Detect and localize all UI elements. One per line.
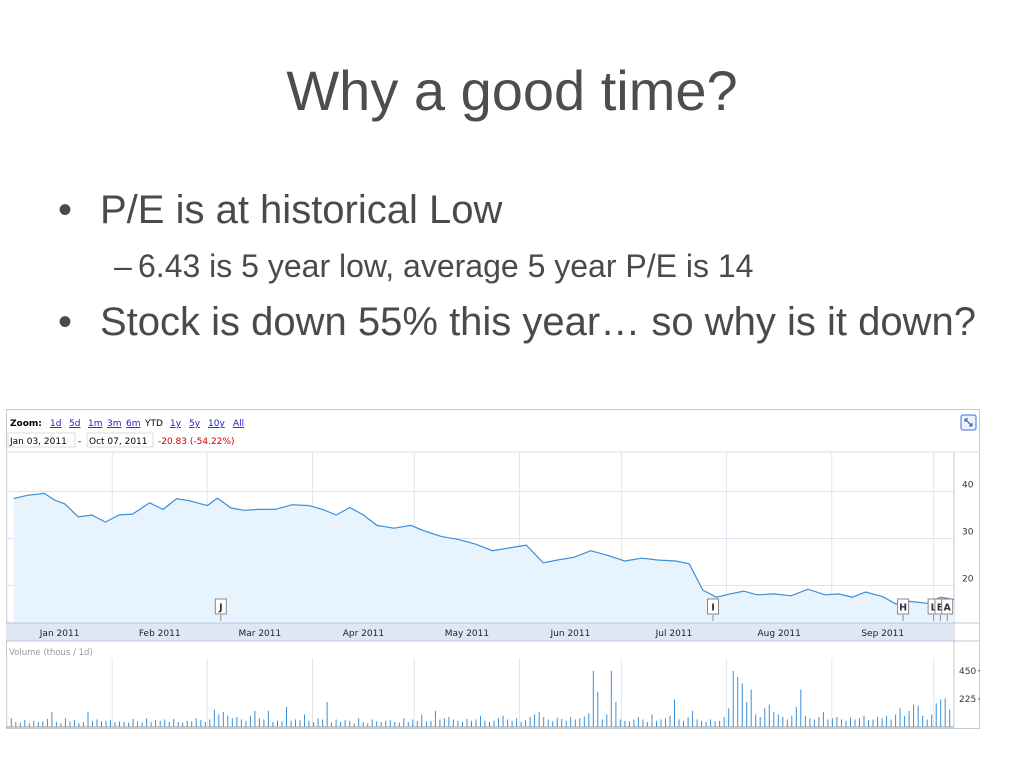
zoom-option-1y[interactable]: 1y [170,419,182,429]
bullet-glyph: • [58,300,73,344]
annotation-label[interactable]: A [944,603,952,614]
annotation-label[interactable]: B [937,603,944,614]
bullet-item: • P/E is at historical Low [58,186,998,234]
zoom-option-5y[interactable]: 5y [189,419,201,429]
volume-tick-label: 450 [959,667,976,677]
price-tick-label: 40 [962,481,974,491]
price-line [13,492,955,605]
change-value: -20.83 (-54.22%) [158,437,234,447]
volume-tick-label: 225 [959,695,976,705]
annotation-flag[interactable] [707,598,720,615]
sub-bullet-text: 6.43 is 5 year low, average 5 year P/E i… [138,248,754,284]
bullet-text: P/E is at historical Low [100,188,503,232]
price-tick-label: 30 [962,528,974,538]
month-label: Mar 2011 [238,629,281,639]
range-end-box[interactable] [86,432,154,448]
month-label: Feb 2011 [139,629,181,639]
month-label: May 2011 [445,629,489,639]
zoom-option-1d[interactable]: 1d [50,419,61,429]
annotation-flag[interactable] [214,598,227,615]
stock-chart-svg: Zoom: 1d 5d 1m 3m 6m YTD 1y 5y 10y All Jan 03, 2011… [6,409,980,729]
month-label: Jun 2011 [550,629,591,639]
bullet-glyph: • [58,188,73,232]
month-label: Jan 2011 [39,629,80,639]
range-separator: - [78,437,81,447]
annotation-flag[interactable] [897,598,910,615]
month-label: Jul 2011 [655,629,693,639]
month-label: Aug 2011 [758,629,801,639]
annotation-flag[interactable] [941,598,954,615]
zoom-option-1m[interactable]: 1m [88,419,103,429]
zoom-option-ytd[interactable]: YTD [144,419,163,429]
price-area [13,493,955,623]
annotation-label[interactable]: I [711,603,715,614]
sub-bullet-glyph: – [114,248,132,284]
zoom-option-3m[interactable]: 3m [107,419,122,429]
bullet-item: • Stock is down 55% this year… so why is… [58,298,998,346]
sub-bullet-item: – 6.43 is 5 year low, average 5 year P/E… [58,246,998,286]
stock-chart: Zoom: 1d 5d 1m 3m 6m YTD 1y 5y 10y All Jan 03, 2011… [6,409,980,729]
annotation-label[interactable]: L [931,603,937,614]
month-label: Sep 2011 [861,629,904,639]
month-label: Apr 2011 [343,629,384,639]
slide-title: Why a good time? [286,59,738,122]
zoom-option-all[interactable]: All [233,419,244,429]
annotation-label[interactable]: H [899,603,907,614]
zoom-option-5d[interactable]: 5d [69,419,80,429]
zoom-option-10y[interactable]: 10y [208,419,225,429]
range-start-box[interactable] [7,432,76,448]
range-start[interactable]: Jan 03, 2011 [9,437,67,447]
bullet-list: • P/E is at historical Low – 6.43 is 5 y… [58,186,998,358]
month-axis-band [6,623,954,641]
expand-icon-glyph [964,418,973,427]
annotation-label[interactable]: J [218,603,223,614]
zoom-option-6m[interactable]: 6m [126,419,141,429]
bullet-text: Stock is down 55% this year… so why is i… [100,300,976,344]
volume-label: Volume (thous / 1d) [9,648,93,658]
range-end[interactable]: Oct 07, 2011 [89,437,148,447]
zoom-label: Zoom: [10,419,42,429]
price-tick-label: 20 [962,574,974,584]
